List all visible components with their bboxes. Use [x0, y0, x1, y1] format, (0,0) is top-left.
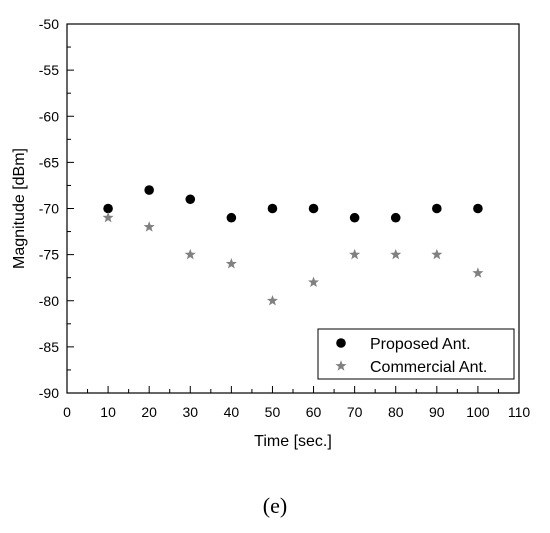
- y-tick-label: -75: [39, 247, 59, 263]
- commercial-data-point: [308, 276, 320, 287]
- proposed-data-point: [185, 194, 196, 205]
- x-tick-label: 100: [466, 404, 490, 420]
- x-tick-label: 80: [388, 404, 404, 420]
- legend-marker: [336, 338, 346, 348]
- proposed-data-point: [103, 203, 113, 214]
- legend-label: Proposed Ant.: [370, 336, 471, 353]
- x-tick-label: 110: [508, 404, 531, 420]
- commercial-data-point: [143, 221, 155, 232]
- figure-caption: (e): [262, 493, 288, 518]
- x-tick-label: 50: [265, 404, 281, 420]
- proposed-data-point: [432, 203, 442, 214]
- y-tick-label: -60: [39, 108, 59, 124]
- scatter-chart: 0 10 20 30 40 50 60 70 80 90 100 110 -90 -85 -80 -75 -70…: [11, 16, 531, 450]
- x-tick-label: 60: [306, 404, 322, 420]
- x-tick-label: 70: [347, 404, 363, 420]
- x-tick-label: 10: [100, 404, 116, 420]
- x-tick-label: 40: [224, 404, 240, 420]
- proposed-data-point: [226, 212, 237, 223]
- commercial-data-point: [225, 258, 237, 269]
- plot-frame: [66, 23, 520, 394]
- commercial-data-point: [102, 211, 114, 223]
- commercial-data-point: [390, 248, 402, 260]
- commercial-data-point: [472, 267, 484, 278]
- x-tick-label: 30: [182, 404, 198, 420]
- tick-labels: 0 10 20 30 40 50 60 70 80 90 100 110 -90 -85 -80 -75 -70…: [39, 16, 531, 420]
- y-tick-label: -85: [39, 339, 59, 355]
- y-tick-label: -50: [39, 16, 59, 32]
- y-tick-label: -80: [39, 293, 59, 309]
- x-tick-label: 90: [429, 404, 445, 420]
- data-points: [102, 185, 484, 306]
- y-tick-label: -70: [39, 201, 59, 217]
- proposed-data-point: [390, 212, 401, 223]
- commercial-data-point: [349, 248, 361, 260]
- x-tick-label: 0: [63, 404, 71, 420]
- legend-box: [317, 328, 515, 380]
- commercial-data-point: [184, 248, 196, 260]
- commercial-data-point: [431, 248, 443, 260]
- proposed-data-point: [308, 203, 319, 214]
- proposed-data-point: [267, 203, 278, 214]
- x-tick-label: 20: [141, 404, 157, 420]
- legend: Proposed Ant. Commercial Ant.: [317, 328, 515, 380]
- y-tick-label: -55: [39, 62, 59, 78]
- proposed-data-point: [473, 203, 483, 214]
- proposed-data-point: [349, 212, 360, 223]
- y-axis-title: Magnitude [dBm]: [11, 148, 28, 269]
- legend-marker: [335, 360, 347, 371]
- y-tick-label: -90: [39, 385, 59, 401]
- legend-label: Commercial Ant.: [370, 359, 487, 376]
- commercial-data-point: [266, 294, 278, 306]
- y-tick-label: -65: [39, 154, 59, 170]
- proposed-data-point: [144, 185, 154, 195]
- x-axis-title: Time [sec.]: [254, 433, 332, 450]
